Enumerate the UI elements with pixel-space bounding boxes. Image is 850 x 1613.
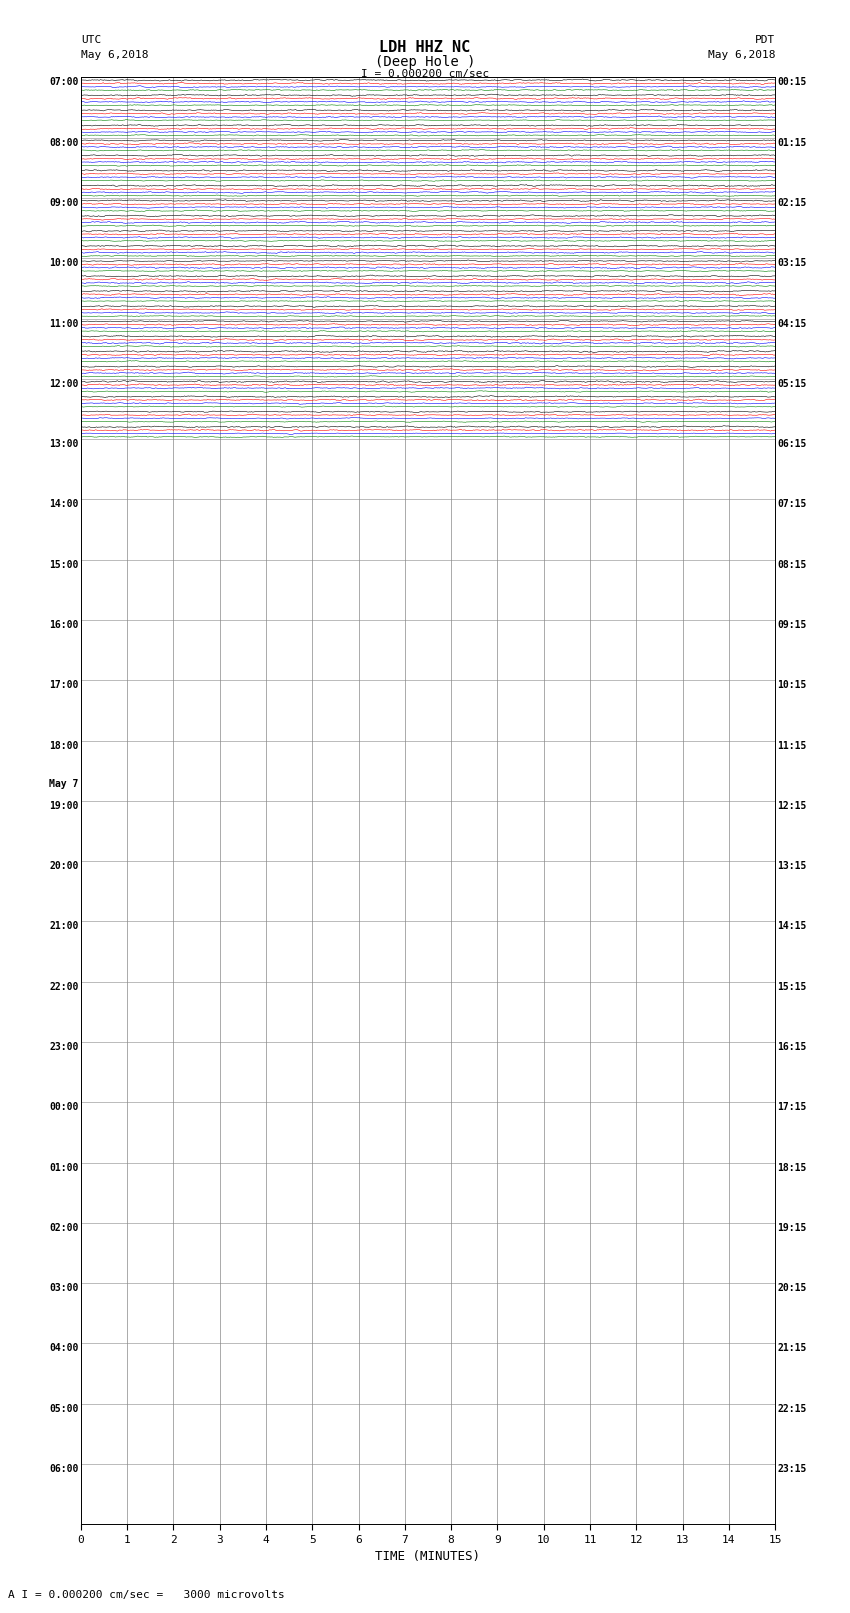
Text: May 6,2018: May 6,2018 xyxy=(81,50,148,60)
Text: 07:15: 07:15 xyxy=(777,500,807,510)
Text: 18:00: 18:00 xyxy=(49,740,79,750)
Text: 03:00: 03:00 xyxy=(49,1284,79,1294)
Text: 18:15: 18:15 xyxy=(777,1163,807,1173)
Text: 00:00: 00:00 xyxy=(49,1102,79,1113)
Text: 08:00: 08:00 xyxy=(49,137,79,148)
Text: 23:15: 23:15 xyxy=(777,1465,807,1474)
Text: UTC: UTC xyxy=(81,35,101,45)
Text: 20:15: 20:15 xyxy=(777,1284,807,1294)
Text: 17:00: 17:00 xyxy=(49,681,79,690)
Text: 10:00: 10:00 xyxy=(49,258,79,268)
Text: 07:00: 07:00 xyxy=(49,77,79,87)
Text: 06:15: 06:15 xyxy=(777,439,807,448)
Text: 03:15: 03:15 xyxy=(777,258,807,268)
Text: 12:00: 12:00 xyxy=(49,379,79,389)
Text: 22:00: 22:00 xyxy=(49,982,79,992)
Text: May 7: May 7 xyxy=(49,779,79,789)
Text: 15:00: 15:00 xyxy=(49,560,79,569)
Text: 02:00: 02:00 xyxy=(49,1223,79,1232)
Text: 17:15: 17:15 xyxy=(777,1102,807,1113)
Text: 10:15: 10:15 xyxy=(777,681,807,690)
Text: 01:15: 01:15 xyxy=(777,137,807,148)
Text: 19:15: 19:15 xyxy=(777,1223,807,1232)
Text: LDH HHZ NC: LDH HHZ NC xyxy=(379,40,471,55)
Text: 16:00: 16:00 xyxy=(49,619,79,631)
Text: A I = 0.000200 cm/sec =   3000 microvolts: A I = 0.000200 cm/sec = 3000 microvolts xyxy=(8,1590,286,1600)
Text: 16:15: 16:15 xyxy=(777,1042,807,1052)
Text: 19:00: 19:00 xyxy=(49,800,79,811)
Text: I = 0.000200 cm/sec: I = 0.000200 cm/sec xyxy=(361,69,489,79)
Text: 06:00: 06:00 xyxy=(49,1465,79,1474)
Text: 20:00: 20:00 xyxy=(49,861,79,871)
Text: 23:00: 23:00 xyxy=(49,1042,79,1052)
Text: 15:15: 15:15 xyxy=(777,982,807,992)
Text: 05:00: 05:00 xyxy=(49,1403,79,1413)
Text: 00:15: 00:15 xyxy=(777,77,807,87)
Text: (Deep Hole ): (Deep Hole ) xyxy=(375,55,475,69)
Text: 13:00: 13:00 xyxy=(49,439,79,448)
Text: 05:15: 05:15 xyxy=(777,379,807,389)
Text: 04:00: 04:00 xyxy=(49,1344,79,1353)
Text: 14:15: 14:15 xyxy=(777,921,807,931)
Text: 01:00: 01:00 xyxy=(49,1163,79,1173)
Text: 13:15: 13:15 xyxy=(777,861,807,871)
Text: 11:00: 11:00 xyxy=(49,319,79,329)
Text: 14:00: 14:00 xyxy=(49,500,79,510)
Text: 09:15: 09:15 xyxy=(777,619,807,631)
Text: 12:15: 12:15 xyxy=(777,800,807,811)
Text: 08:15: 08:15 xyxy=(777,560,807,569)
Text: 04:15: 04:15 xyxy=(777,319,807,329)
Text: 21:15: 21:15 xyxy=(777,1344,807,1353)
X-axis label: TIME (MINUTES): TIME (MINUTES) xyxy=(376,1550,480,1563)
Text: 02:15: 02:15 xyxy=(777,198,807,208)
Text: 11:15: 11:15 xyxy=(777,740,807,750)
Text: 22:15: 22:15 xyxy=(777,1403,807,1413)
Text: 21:00: 21:00 xyxy=(49,921,79,931)
Text: 09:00: 09:00 xyxy=(49,198,79,208)
Text: PDT: PDT xyxy=(755,35,775,45)
Text: May 6,2018: May 6,2018 xyxy=(708,50,775,60)
